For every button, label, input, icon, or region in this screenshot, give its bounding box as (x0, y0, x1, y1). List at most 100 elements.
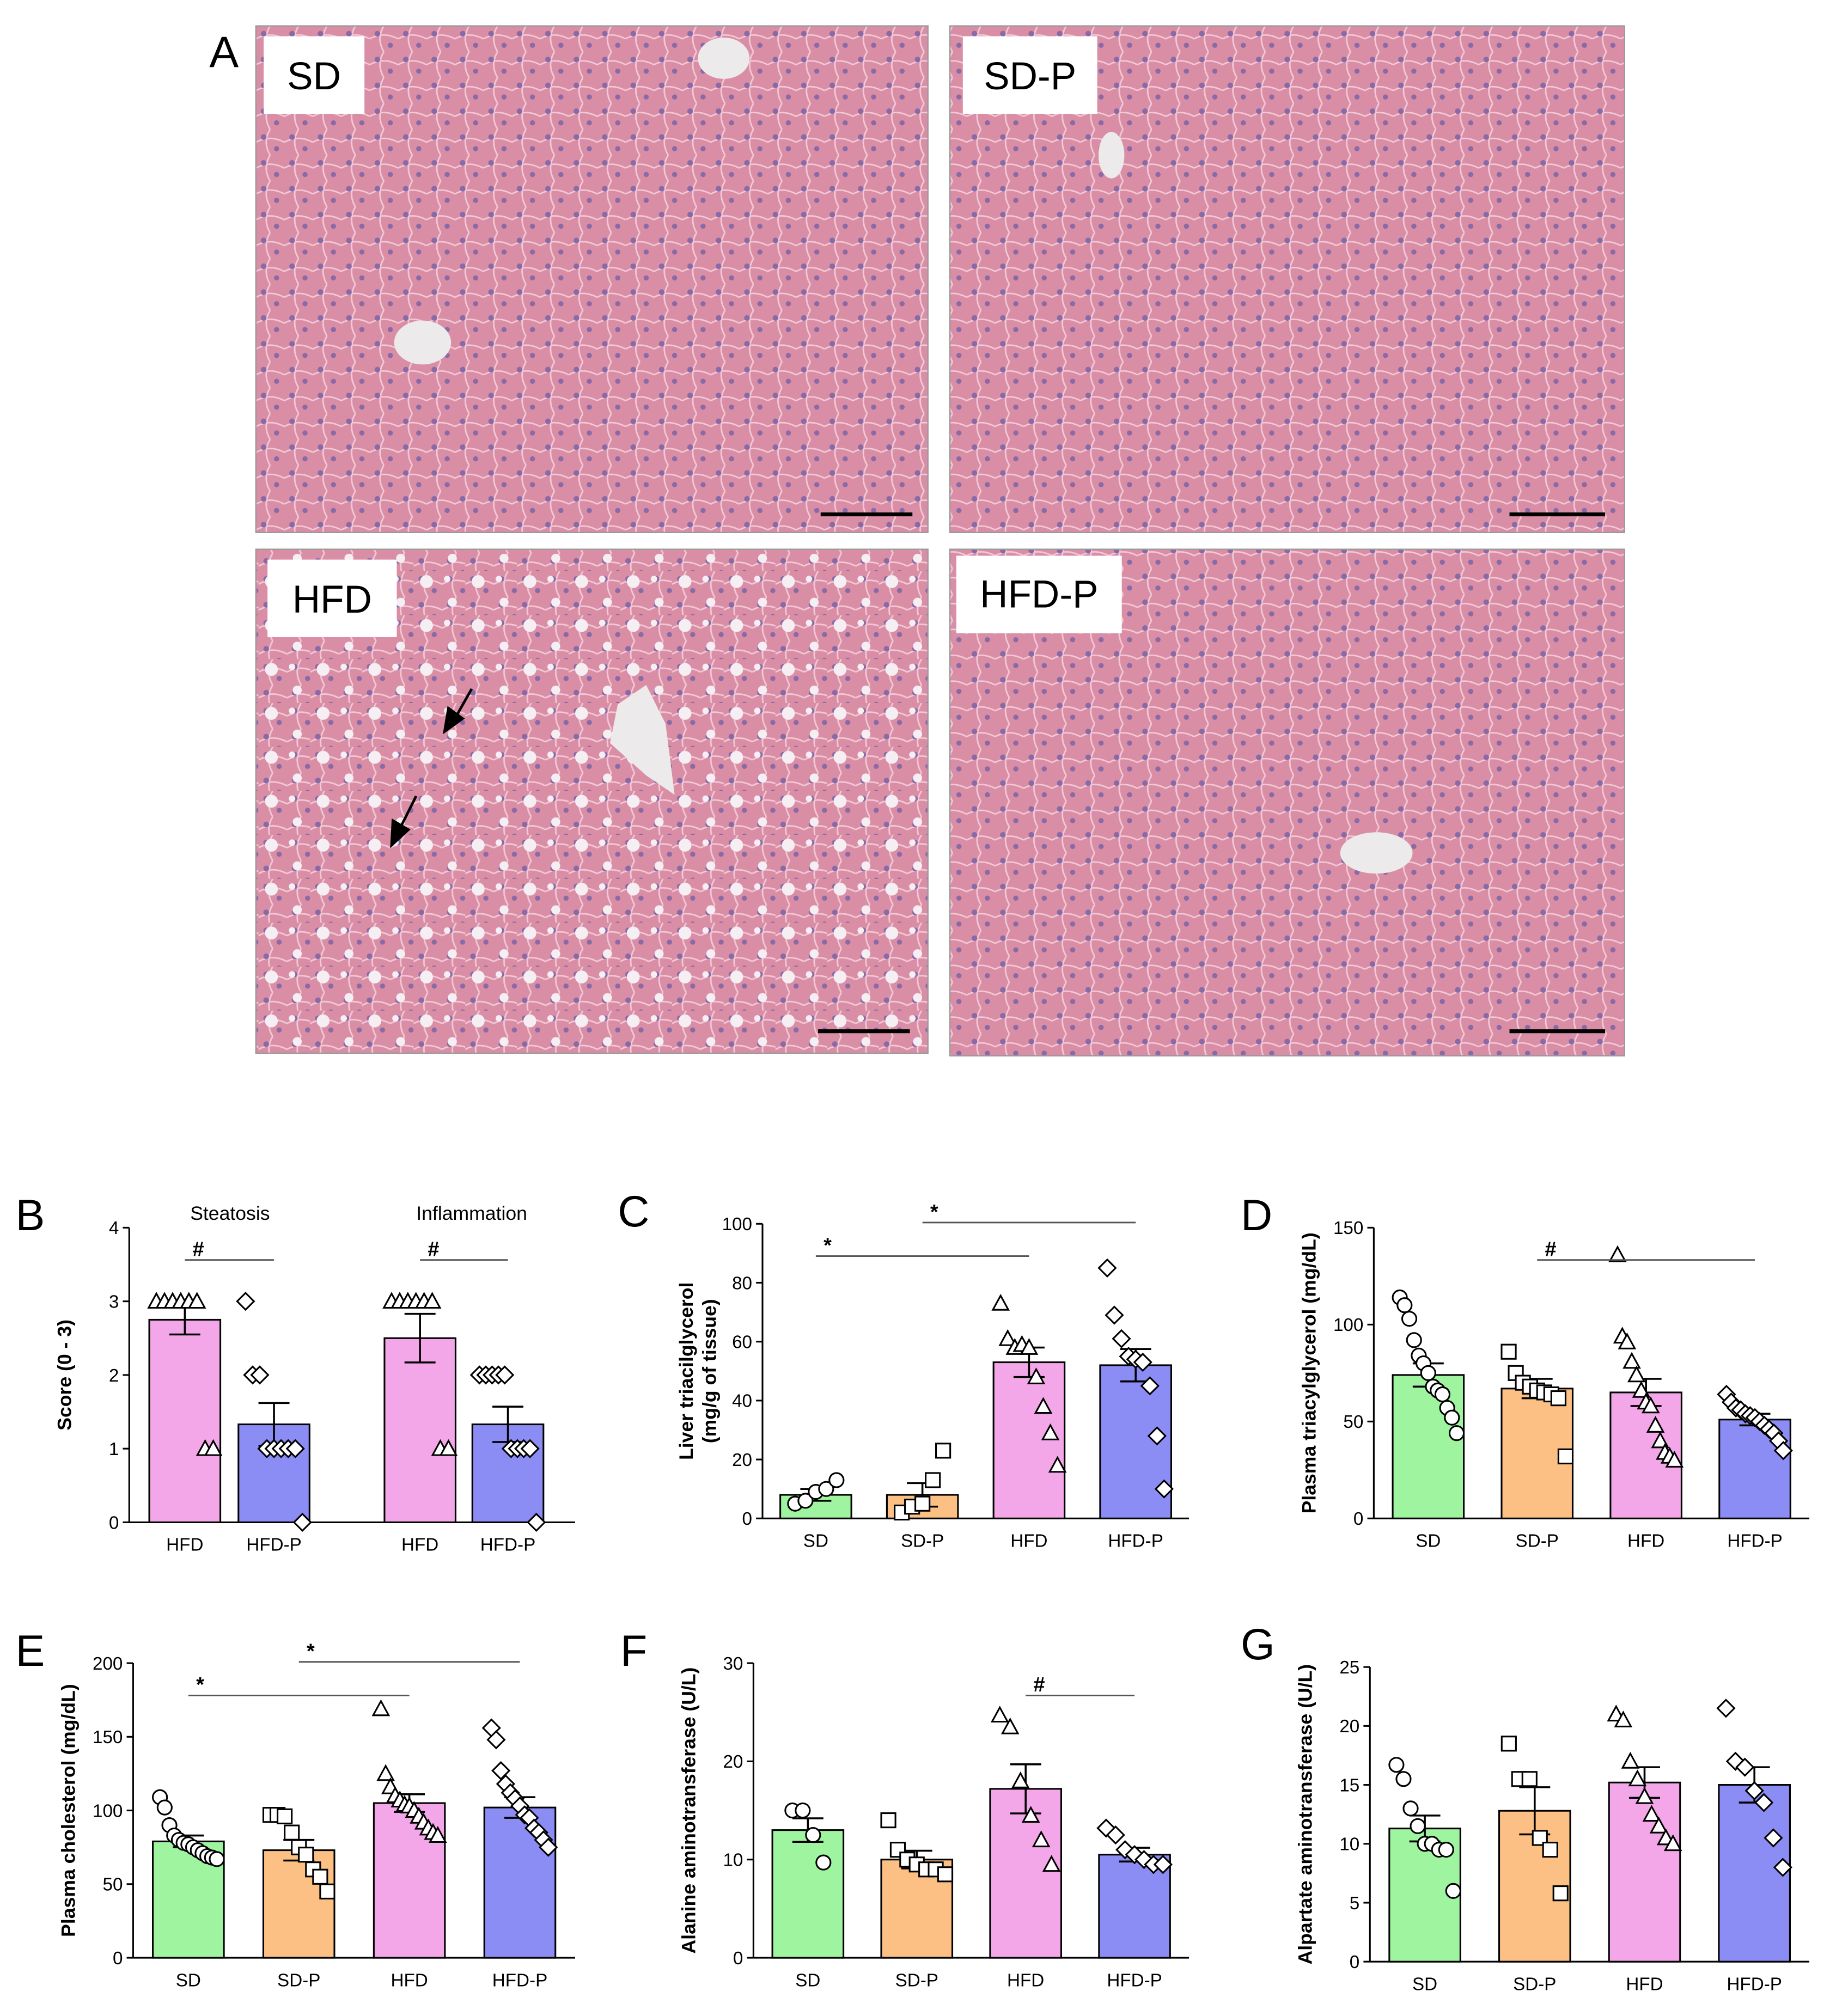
y-tick-label: 150 (93, 1727, 123, 1748)
data-point (1105, 1305, 1124, 1325)
data-point (187, 1292, 206, 1309)
y-axis-label: Score (0 - 3) (54, 1319, 76, 1431)
data-point (1448, 1425, 1465, 1441)
x-tick-label: HFD (1007, 1970, 1044, 1990)
vessel (1098, 132, 1125, 179)
x-tick-label: HFD (1626, 1974, 1663, 1994)
label-box (956, 555, 1122, 633)
x-tick-label: SD (1412, 1974, 1437, 1994)
chart: B 0 1 2 3 4 Score (0 - 3) Steatosis Inflammation… (15, 1191, 575, 1555)
chart: E 0 50 100 150 200 Plasma cholesterol (mg/dL) S… (15, 1627, 575, 1990)
y-tick-label: 3 (109, 1292, 119, 1312)
data-point (1021, 1806, 1040, 1823)
error-bar (404, 1312, 436, 1364)
significance-label: * (196, 1673, 204, 1696)
y-tick-label: 20 (732, 1450, 752, 1470)
label-box (962, 36, 1097, 114)
data-point (1445, 1883, 1461, 1899)
y-tick-label: 100 (1333, 1315, 1363, 1335)
image-label: HFD-P (980, 573, 1098, 616)
error-bar (1010, 1763, 1041, 1815)
y-tick-label: 150 (1333, 1218, 1363, 1238)
y-tick-label: 60 (732, 1333, 752, 1353)
y-tick-label: 20 (723, 1752, 743, 1772)
chart: D 0 50 100 150 Plasma triacylglycerol (mg/dL)… (1241, 1191, 1810, 1551)
data-point (495, 1365, 515, 1385)
data-point (1744, 1781, 1764, 1801)
data-point (1434, 1386, 1451, 1403)
label-box (264, 36, 365, 114)
bar (383, 1337, 456, 1523)
y-tick-label: 0 (742, 1509, 752, 1529)
y-axis-label: Alpartate aminotransferase (U/L) (1294, 1664, 1316, 1965)
chart: F 0 10 20 30 Alanine aminotransferase (U/L) SD… (620, 1627, 1190, 1990)
label-box (267, 559, 397, 637)
data-point (1406, 1332, 1422, 1348)
y-tick-label: 0 (109, 1513, 119, 1533)
y-tick-label: 0 (733, 1948, 743, 1969)
x-tick-label: HFD (401, 1535, 438, 1555)
significance-label: * (930, 1201, 938, 1224)
group-title: Steatosis (190, 1202, 270, 1224)
data-point (1622, 1352, 1641, 1369)
data-point (298, 1847, 314, 1863)
data-point (1444, 1409, 1460, 1426)
data-point (236, 1292, 255, 1311)
image-label: SD-P (984, 55, 1076, 98)
x-tick-label: HFD-P (246, 1535, 301, 1555)
bar (1098, 1854, 1171, 1959)
x-tick-label: HFD (391, 1970, 428, 1990)
y-tick-label: 20 (1339, 1716, 1359, 1737)
x-tick-label: SD (176, 1970, 201, 1990)
x-tick-label: HFD (1627, 1531, 1664, 1551)
x-tick-label: SD-P (277, 1970, 320, 1990)
data-point (423, 1292, 442, 1309)
data-point (1048, 1456, 1067, 1473)
data-point (1627, 1365, 1646, 1383)
data-point (937, 1866, 954, 1883)
y-tick-label: 200 (93, 1654, 123, 1674)
data-point (1649, 1816, 1668, 1834)
data-point (1557, 1448, 1574, 1464)
data-point (209, 1851, 225, 1867)
y-tick-label: 4 (109, 1218, 119, 1238)
data-point (486, 1730, 506, 1750)
data-point (1097, 1258, 1117, 1278)
arrow (390, 795, 418, 848)
data-point (277, 1808, 293, 1824)
data-point (1735, 1757, 1755, 1777)
significance-label: # (1033, 1673, 1045, 1696)
significance-label: # (428, 1238, 439, 1261)
x-tick-label: HFD-P (1727, 1531, 1783, 1551)
y-tick-label: 2 (109, 1366, 119, 1386)
data-point (990, 1706, 1009, 1723)
data-point (204, 1439, 223, 1456)
panel-label: C (618, 1187, 649, 1236)
bar (262, 1849, 335, 1959)
x-tick-label: HFD-P (480, 1535, 536, 1555)
data-point (156, 1799, 173, 1816)
data-point (1420, 1365, 1436, 1381)
data-point (914, 1495, 931, 1512)
data-point (935, 1443, 951, 1459)
chart: G 0 5 10 15 20 25 Alpartate aminotransferase (U… (1241, 1620, 1810, 1994)
data-point (818, 1481, 834, 1497)
data-point (1011, 1771, 1030, 1788)
y-tick-label: 0 (1353, 1509, 1363, 1529)
data-point (520, 1439, 540, 1458)
data-point (880, 1812, 896, 1829)
data-point (1642, 1805, 1661, 1822)
panel-label: F (620, 1627, 647, 1676)
data-point (1500, 1736, 1517, 1752)
chart: C 0 20 40 60 80 100 Liver triacilglycerol (mg/g … (618, 1187, 1190, 1551)
data-point (795, 1802, 811, 1819)
x-tick-label: SD (795, 1970, 820, 1990)
arrow (442, 688, 473, 735)
significance-label: # (1545, 1238, 1556, 1261)
y-tick-label: 15 (1339, 1775, 1359, 1795)
data-point (1621, 1751, 1640, 1769)
data-point (491, 1761, 511, 1781)
data-point (284, 1824, 300, 1841)
data-point (1642, 1396, 1660, 1414)
